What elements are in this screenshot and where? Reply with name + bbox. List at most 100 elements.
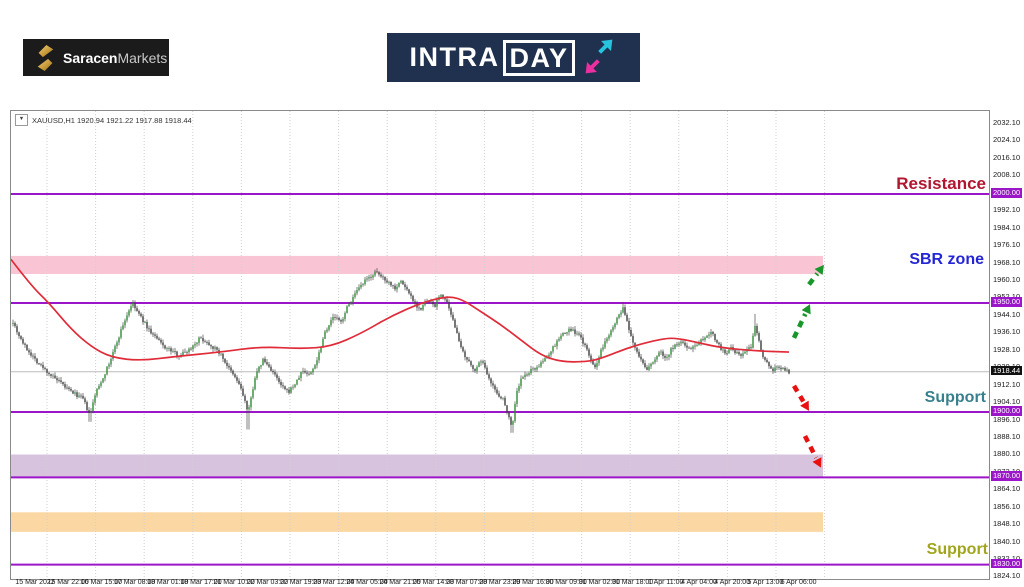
- time-axis-label: 24 Mar 05:00: [346, 579, 388, 586]
- candlestick: [490, 378, 492, 384]
- candlestick: [544, 358, 546, 362]
- candlestick: [644, 363, 646, 368]
- candlestick: [326, 329, 328, 332]
- candlestick: [492, 383, 494, 386]
- candlestick: [662, 351, 664, 356]
- candlestick: [52, 375, 54, 377]
- candlestick: [422, 304, 424, 310]
- moving-average-line: [11, 258, 790, 363]
- candlestick: [72, 390, 74, 394]
- candlestick: [140, 313, 142, 317]
- candlestick: [408, 289, 410, 294]
- candlestick: [436, 300, 438, 307]
- candlestick: [138, 310, 140, 314]
- candlestick: [158, 338, 160, 340]
- last-price-tag: 1918.44: [991, 365, 1023, 376]
- candlestick: [324, 331, 326, 339]
- candlestick: [100, 382, 102, 386]
- candlestick: [704, 337, 706, 340]
- candlestick: [132, 302, 134, 307]
- price-axis-label: 1872.10: [993, 467, 1020, 476]
- time-axis-label: 5 Apr 13:00: [747, 579, 784, 586]
- price-axis-label: 1968.10: [993, 257, 1021, 267]
- candlestick: [596, 363, 598, 368]
- candlestick: [740, 354, 742, 356]
- candlestick: [16, 326, 18, 333]
- candlestick: [658, 352, 660, 357]
- candlestick: [420, 307, 422, 310]
- candlestick: [164, 345, 166, 349]
- candlestick: [458, 333, 460, 342]
- symbol-dropdown-button[interactable]: ▼: [15, 114, 28, 126]
- candlestick: [614, 323, 616, 328]
- candlestick: [160, 339, 162, 343]
- candlestick: [308, 373, 310, 375]
- candlestick: [304, 371, 306, 373]
- trend-arrow-shaft: [792, 384, 806, 403]
- price-axis-label: 1992.10: [993, 205, 1021, 215]
- candlestick: [314, 365, 316, 369]
- price-axis-label: 2032.10: [993, 118, 1021, 128]
- candlestick: [190, 348, 192, 350]
- candlestick: [496, 389, 498, 394]
- candlestick: [744, 351, 746, 354]
- candlestick: [318, 352, 320, 361]
- candlestick: [562, 332, 564, 336]
- candlestick: [754, 325, 756, 336]
- candlestick: [636, 347, 638, 352]
- candlestick: [272, 370, 274, 373]
- candlestick: [360, 284, 362, 288]
- trend-arrow-shaft: [802, 434, 819, 459]
- candlestick: [14, 322, 16, 327]
- symbol-info-bar: ▼ XAUUSD,H1 1920.94 1921.22 1917.88 1918…: [15, 114, 192, 126]
- zone-support-zone-1870: [11, 454, 823, 478]
- candlestick: [556, 340, 558, 347]
- candlestick: [578, 333, 580, 335]
- trend-arrow-head: [800, 400, 809, 411]
- candlestick: [300, 371, 302, 379]
- time-axis-label: 31 Mar 02:00: [578, 579, 621, 586]
- candlestick: [584, 343, 586, 346]
- zone-sbr-zone: [11, 255, 823, 275]
- candlestick: [664, 355, 666, 358]
- candlestick: [396, 286, 398, 290]
- candlestick: [536, 367, 538, 370]
- candlestick: [474, 368, 476, 371]
- candlestick: [530, 368, 532, 374]
- candlestick: [418, 307, 420, 309]
- candlestick: [510, 417, 512, 425]
- candlestick: [260, 365, 262, 367]
- candlestick: [224, 358, 226, 363]
- candlestick: [264, 358, 266, 363]
- candlestick: [604, 341, 606, 348]
- candlestick: [772, 368, 774, 371]
- candlestick: [198, 337, 200, 343]
- candlestick: [574, 329, 576, 334]
- price-axis-label: 1880.10: [993, 449, 1021, 459]
- candlestick: [284, 386, 286, 390]
- candlestick: [116, 342, 118, 347]
- candlestick: [262, 358, 264, 366]
- candlestick: [516, 390, 518, 405]
- candlestick: [738, 352, 740, 355]
- intraday-arrows-icon: [585, 39, 612, 73]
- candlestick: [706, 335, 708, 338]
- candlestick: [478, 362, 480, 367]
- time-axis-label: 1 Apr 11:00: [648, 579, 684, 586]
- candlestick: [206, 342, 208, 343]
- candlestick: [542, 361, 544, 363]
- candlestick: [258, 366, 260, 372]
- candlestick: [306, 372, 308, 374]
- candlestick: [330, 320, 332, 326]
- price-axis-label: 1888.10: [993, 431, 1021, 441]
- candlestick: [154, 334, 156, 336]
- chart-plot-area[interactable]: ▼ XAUUSD,H1 1920.94 1921.22 1917.88 1918…: [10, 110, 990, 580]
- candlestick: [534, 368, 536, 370]
- candlestick: [692, 346, 694, 349]
- intraday-day-box: DAY: [503, 39, 575, 76]
- candlestick: [566, 332, 568, 334]
- saracen-wordmark: SaracenMarkets: [63, 50, 167, 66]
- chart-canvas[interactable]: [11, 111, 989, 579]
- candlestick: [554, 346, 556, 347]
